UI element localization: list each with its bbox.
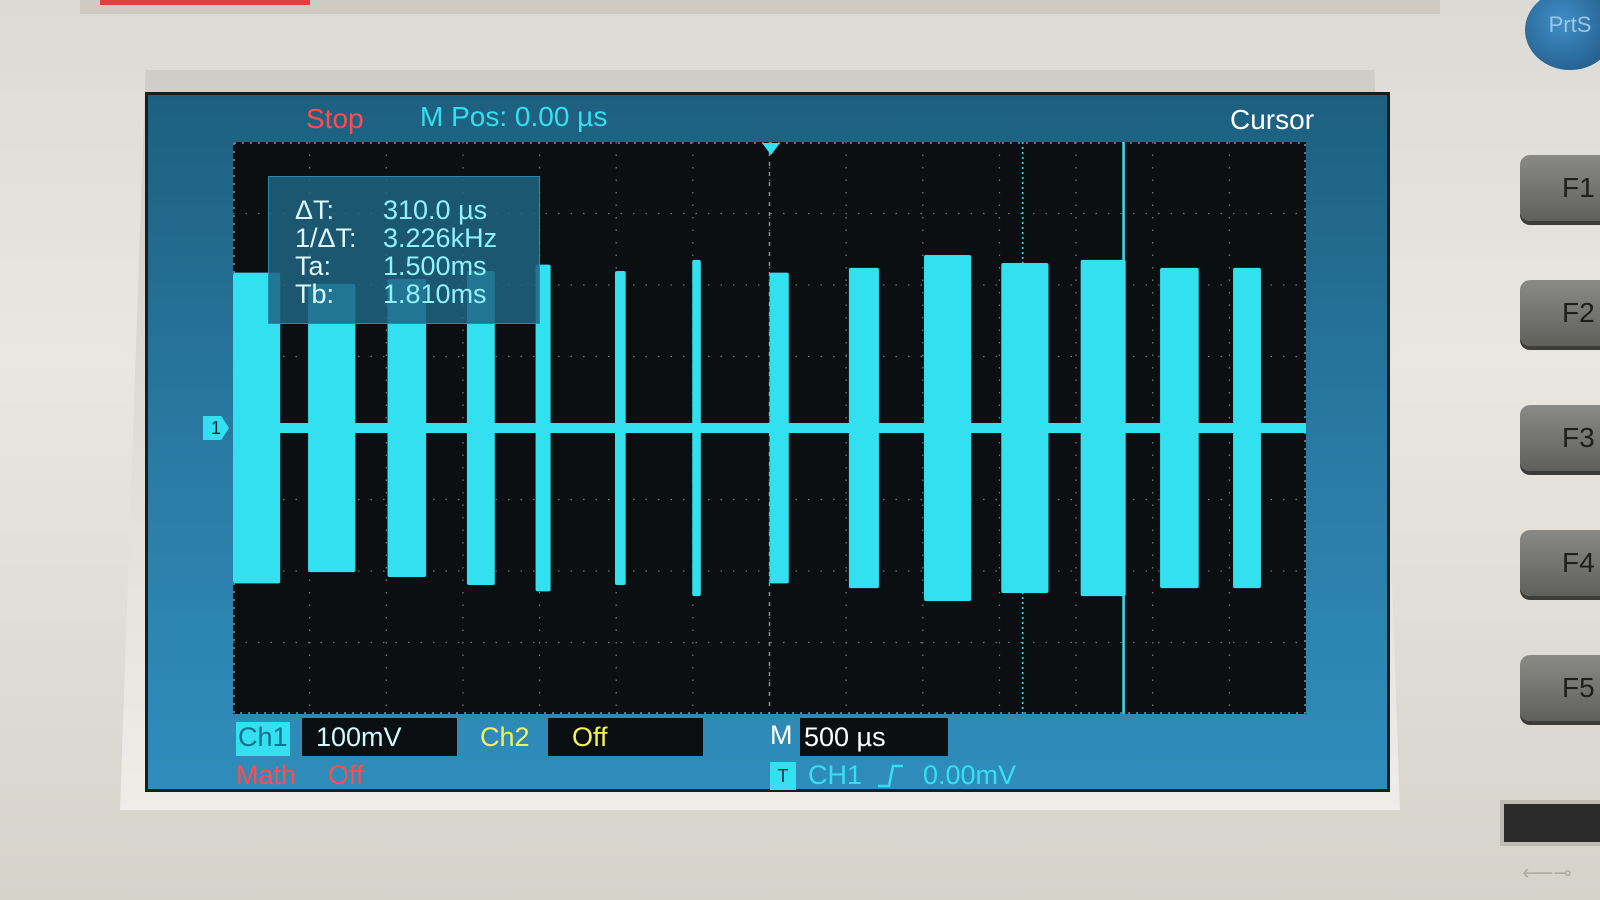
softkey-f3[interactable]: F3	[1520, 405, 1600, 471]
inv-delta-t-value: 3.226kHz	[383, 223, 498, 253]
waveform-burst	[308, 283, 356, 573]
inv-delta-t-row: 1/ΔT: 3.226kHz	[295, 223, 497, 254]
waveform-burst	[692, 259, 701, 597]
ta-label: Ta:	[295, 251, 332, 281]
waveform-burst	[1080, 259, 1126, 597]
softkey-f1[interactable]: F1	[1520, 155, 1600, 221]
delta-t-label: ΔT:	[295, 195, 335, 225]
waveform-burst	[1160, 267, 1199, 589]
waveform-burst	[535, 264, 551, 592]
waveform-burst	[1233, 267, 1261, 589]
print-screen-button[interactable]: PrtS	[1525, 0, 1600, 70]
usb-icon: ⟵⊸	[1522, 860, 1572, 885]
math-label: Math	[236, 760, 297, 790]
softkey-f5[interactable]: F5	[1520, 655, 1600, 721]
bezel-top-strip	[80, 0, 1440, 14]
trigger-position-icon	[762, 143, 780, 155]
softkey-f2[interactable]: F2	[1520, 280, 1600, 346]
inv-delta-t-label: 1/ΔT:	[295, 223, 357, 253]
ta-value: 1.500ms	[383, 251, 487, 281]
cursor-readout-panel: ΔT: 310.0 µs 1/ΔT: 3.226kHz Ta: 1.500ms Tb:…	[268, 176, 540, 324]
ta-row: Ta: 1.500ms	[295, 251, 487, 282]
main-position: M Pos: 0.00 µs	[420, 101, 608, 132]
usb-port[interactable]	[1500, 800, 1600, 846]
delta-t-value: 310.0 µs	[383, 195, 488, 225]
timebase-label: M	[770, 720, 793, 750]
rising-edge-glyph	[878, 764, 903, 788]
waveform-burst	[769, 272, 789, 584]
timebase-value: 500 µs	[800, 718, 948, 756]
delta-t-row: ΔT: 310.0 µs	[295, 195, 487, 226]
run-state: Stop	[306, 103, 364, 134]
ch2-tag: Ch2	[480, 722, 530, 752]
waveform-canvas	[233, 142, 1306, 714]
waveform-display	[233, 142, 1306, 714]
menu-mode-title: Cursor	[1230, 104, 1315, 135]
trigger-source: CH1	[808, 760, 863, 790]
waveform-burst	[848, 267, 879, 589]
softkey-f4[interactable]: F4	[1520, 530, 1600, 596]
trigger-icon: T	[770, 762, 796, 790]
waveform-burst	[387, 279, 427, 577]
bezel-red-accent	[100, 0, 310, 5]
waveform-burst	[614, 271, 626, 585]
rising-edge-icon	[875, 760, 905, 797]
ch2-state: Off	[548, 718, 703, 756]
tb-label: Tb:	[295, 279, 335, 309]
waveform-burst	[466, 271, 495, 585]
waveform-burst	[924, 255, 972, 601]
trigger-level: 0.00mV	[923, 760, 1017, 790]
ch1-volts-per-div: 100mV	[302, 718, 457, 756]
ch1-tag: Ch1	[236, 722, 290, 756]
math-state: Off	[328, 760, 364, 790]
tb-row: Tb: 1.810ms	[295, 279, 487, 310]
waveform-burst	[233, 272, 281, 584]
waveform-burst	[1001, 263, 1049, 593]
tb-value: 1.810ms	[383, 279, 487, 309]
